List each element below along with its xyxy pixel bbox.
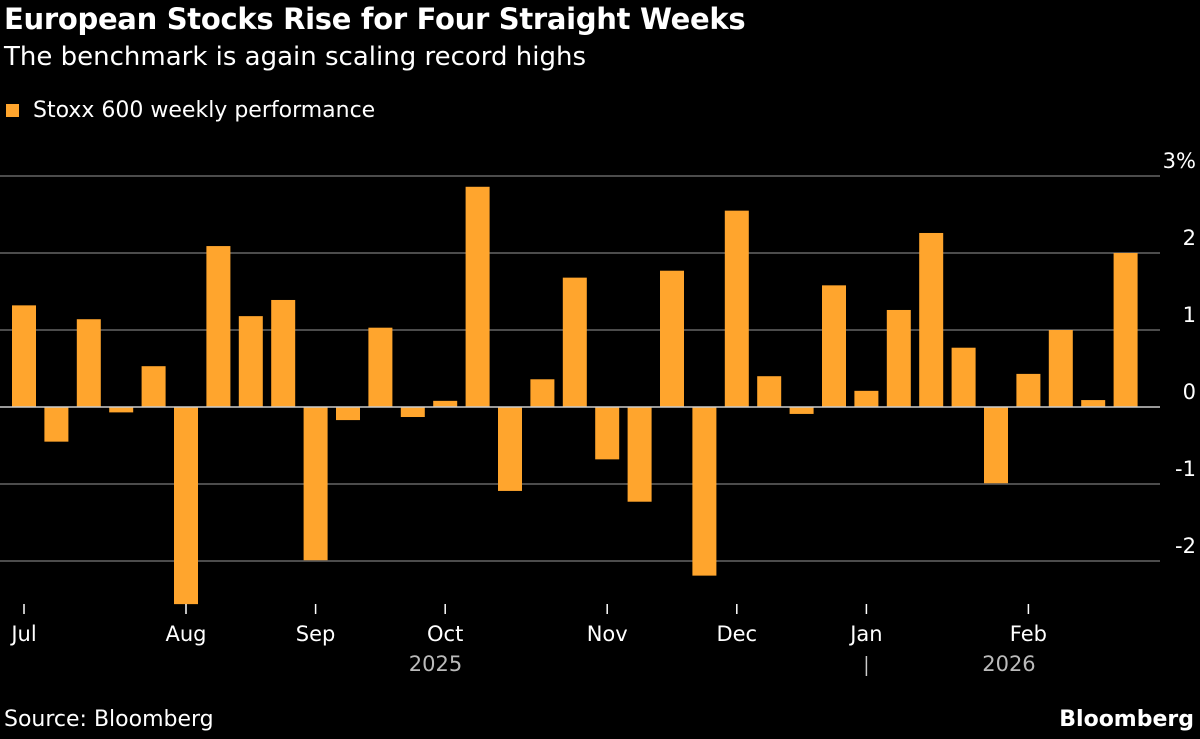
bar [984,407,1008,484]
x-tick-label: Oct [427,622,463,646]
bar [465,186,490,407]
bloomberg-logo: Bloomberg [1059,707,1194,732]
bar [76,319,101,407]
bar-chart: 3% 2 1 0 -1 -2 Jul Aug Sep Oct Nov Dec Jan Feb 2025 202… [0,149,1196,676]
bar [433,400,458,407]
bar [109,407,134,413]
bar [336,407,360,421]
bar [498,407,522,491]
bar [44,407,69,442]
bar [1113,253,1138,407]
bar [692,407,717,576]
x-tick-label: Jul [9,622,36,646]
bar [854,390,879,407]
x-tick-label: Dec [716,622,757,646]
x-tick-label: Aug [165,622,206,646]
y-tick-label: -1 [1175,457,1196,481]
bar [724,210,749,407]
bar [757,376,782,407]
bar [238,316,263,407]
bar [1016,373,1041,407]
bar [951,347,976,407]
x-tick-label: Jan [848,622,882,646]
year-label: 2025 [409,652,462,676]
bar [174,407,198,605]
bar [919,232,944,407]
bar [822,285,846,407]
x-tick-label: Feb [1010,622,1047,646]
y-tick-label: 2 [1183,226,1196,250]
bar [1081,400,1106,407]
bar [1048,330,1073,407]
bar [886,309,911,407]
bar [789,407,814,414]
y-tick-label: 1 [1183,303,1196,327]
legend-swatch [6,104,19,117]
bar [627,407,652,502]
bar [530,379,555,407]
bar [368,327,393,407]
bar [595,407,620,460]
year-label: 2026 [982,652,1035,676]
bar [12,305,36,407]
bar [141,366,166,407]
y-tick-label: 3% [1163,149,1196,173]
legend: Stoxx 600 weekly performance [6,98,375,123]
y-tick-label: -2 [1175,534,1196,558]
bar [303,407,328,561]
y-tick-label: 0 [1183,380,1196,404]
bar [271,299,296,407]
bar [400,407,425,418]
chart-subtitle: The benchmark is again scaling record hi… [4,42,587,72]
bar [206,246,231,407]
source-note: Source: Bloomberg [4,707,214,732]
x-tick-label: Sep [296,622,336,646]
bar [562,277,587,407]
x-tick-label: Nov [587,622,628,646]
bar [660,270,684,407]
chart-title: European Stocks Rise for Four Straight W… [4,2,746,36]
legend-label: Stoxx 600 weekly performance [33,98,376,123]
